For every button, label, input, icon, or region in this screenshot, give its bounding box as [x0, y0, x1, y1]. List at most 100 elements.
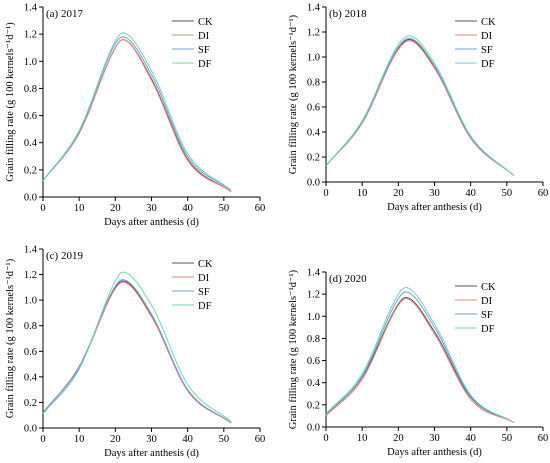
series-line-sf — [42, 279, 232, 424]
x-tick-label: 10 — [74, 203, 85, 214]
series-line-df — [325, 35, 515, 177]
y-tick-label: 1.2 — [24, 270, 37, 281]
x-tick-label: 10 — [357, 188, 368, 199]
legend-label-df: DF — [198, 59, 212, 70]
panel-title: (d) 2020 — [329, 273, 367, 285]
legend-label-di: DI — [481, 31, 493, 42]
series-line-di — [42, 281, 232, 424]
x-tick-label: 40 — [465, 433, 476, 444]
y-tick-label: 0.8 — [24, 321, 37, 332]
legend-label-di: DI — [481, 296, 493, 307]
x-tick-label: 20 — [393, 433, 404, 444]
y-tick-label: 1.4 — [307, 3, 321, 14]
x-tick-label: 60 — [255, 434, 266, 445]
legend-label-ck: CK — [481, 282, 496, 293]
y-tick-label: 0.4 — [24, 138, 38, 149]
y-tick-label: 1.0 — [24, 57, 37, 68]
y-tick-label: 0.6 — [24, 111, 37, 122]
y-tick-label: 0.8 — [307, 334, 320, 345]
x-tick-label: 40 — [465, 188, 476, 199]
y-tick-label: 1.2 — [307, 28, 320, 39]
x-tick-label: 10 — [74, 434, 85, 445]
y-tick-label: 1.2 — [24, 30, 37, 41]
y-tick-label: 0.6 — [24, 347, 37, 358]
panel-title: (b) 2018 — [329, 8, 367, 20]
panel-title: (a) 2017 — [46, 8, 83, 20]
legend-label-df: DF — [481, 59, 495, 70]
y-tick-label: 0.2 — [24, 165, 37, 176]
x-tick-label: 30 — [146, 203, 157, 214]
x-tick-label: 40 — [182, 203, 193, 214]
series-line-di — [42, 39, 232, 192]
y-tick-label: 1.2 — [307, 290, 320, 301]
y-tick-label: 0.4 — [307, 378, 321, 389]
y-axis-label: Grain filling rate (g 100 kernels⁻¹d⁻¹) — [5, 22, 16, 182]
y-tick-label: 0.4 — [24, 372, 38, 383]
x-tick-label: 0 — [40, 434, 45, 445]
y-tick-label: 0.8 — [24, 84, 37, 95]
y-tick-label: 0.2 — [307, 153, 320, 164]
legend-label-ck: CK — [198, 17, 213, 28]
y-tick-label: 1.4 — [307, 268, 321, 279]
x-tick-label: 20 — [110, 434, 121, 445]
x-axis-label: Days after anthesis (d) — [387, 202, 482, 213]
chart-panel-1: 0 10 20 30 40 50 60 0.0 0.2 0.4 0.6 0.8 1.0 1.2 1.4 Day… — [5, 3, 265, 229]
series-line-df — [42, 32, 232, 191]
legend-label-di: DI — [198, 31, 210, 42]
series-line-df — [325, 286, 515, 423]
chart-panel-3: 0 10 20 30 40 50 60 0.0 0.2 0.4 0.6 0.8 1.0 1.2 1.4 Day… — [5, 245, 265, 460]
x-tick-label: 0 — [323, 433, 328, 444]
legend-label-df: DF — [198, 301, 212, 312]
legend-label-sf: SF — [481, 45, 493, 56]
y-tick-label: 1.0 — [307, 312, 320, 323]
series-line-di — [325, 298, 515, 424]
series-line-df — [42, 271, 232, 422]
x-tick-label: 50 — [502, 188, 513, 199]
x-tick-label: 60 — [255, 203, 266, 214]
x-tick-label: 30 — [429, 433, 440, 444]
y-tick-label: 0.0 — [24, 193, 37, 204]
legend-label-sf: SF — [481, 310, 493, 321]
x-axis-label: Days after anthesis (d) — [104, 448, 199, 459]
legend-label-sf: SF — [198, 287, 210, 298]
chart-panel-4: 0 10 20 30 40 50 60 0.0 0.2 0.4 0.6 0.8 1.0 1.2 1.4 Day… — [288, 268, 548, 459]
x-tick-label: 60 — [538, 433, 549, 444]
legend-label-ck: CK — [198, 259, 213, 270]
y-tick-label: 1.4 — [24, 245, 38, 256]
y-tick-label: 0.6 — [307, 356, 320, 367]
y-tick-label: 0.0 — [24, 424, 37, 435]
x-tick-label: 40 — [182, 434, 193, 445]
y-tick-label: 0.6 — [307, 103, 320, 114]
x-tick-label: 10 — [357, 433, 368, 444]
series-line-sf — [42, 36, 232, 191]
legend-label-sf: SF — [198, 45, 210, 56]
panel-title: (c) 2019 — [46, 250, 83, 262]
x-axis-label: Days after anthesis (d) — [104, 217, 199, 228]
x-tick-label: 30 — [146, 434, 157, 445]
y-tick-label: 1.0 — [24, 296, 37, 307]
y-tick-label: 0.0 — [307, 423, 320, 434]
y-tick-label: 0.2 — [307, 400, 320, 411]
series-line-di — [325, 40, 515, 177]
x-tick-label: 50 — [219, 434, 230, 445]
y-tick-label: 1.0 — [307, 53, 320, 64]
series-line-sf — [325, 291, 515, 424]
x-tick-label: 0 — [323, 188, 328, 199]
x-tick-label: 50 — [219, 203, 230, 214]
chart-panel-2: 0 10 20 30 40 50 60 0.0 0.2 0.4 0.6 0.8 1.0 1.2 1.4 Day… — [288, 3, 548, 214]
x-tick-label: 20 — [393, 188, 404, 199]
y-tick-label: 0.8 — [307, 78, 320, 89]
x-axis-label: Days after anthesis (d) — [387, 447, 482, 458]
series-line-sf — [325, 37, 515, 177]
legend-label-di: DI — [198, 273, 210, 284]
y-axis-label: Grain filling rate (g 100 kernels⁻¹d⁻¹) — [5, 258, 16, 418]
y-tick-label: 0.0 — [307, 178, 320, 189]
legend-label-df: DF — [481, 324, 495, 335]
y-tick-label: 0.2 — [24, 398, 37, 409]
y-axis-label: Grain filling rate (g 100 kernels⁻¹d⁻¹) — [288, 269, 299, 429]
y-axis-label: Grain filling rate (g 100 kernels⁻¹d⁻¹) — [288, 14, 299, 174]
x-tick-label: 30 — [429, 188, 440, 199]
y-tick-label: 1.4 — [24, 3, 38, 14]
x-tick-label: 0 — [40, 203, 45, 214]
